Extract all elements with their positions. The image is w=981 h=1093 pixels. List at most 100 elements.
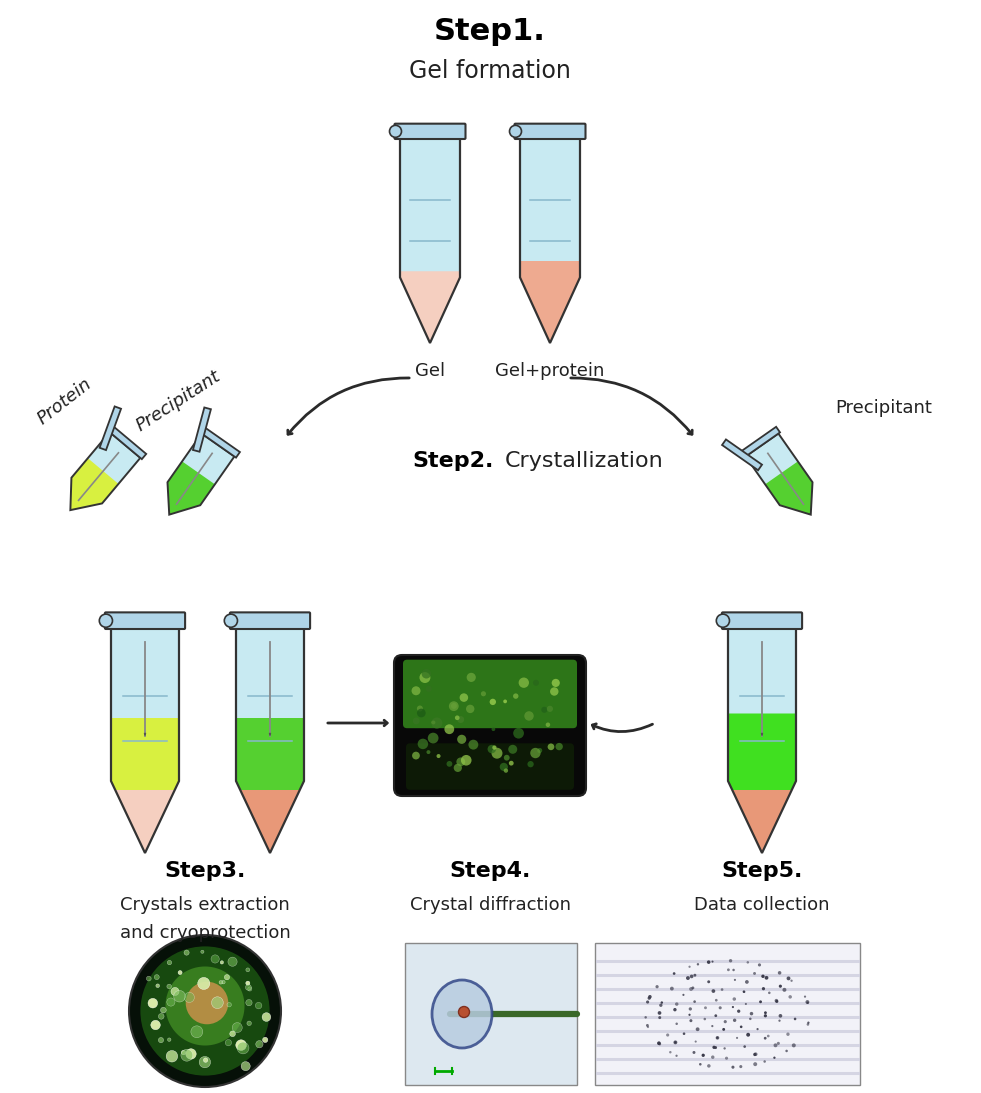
- Circle shape: [418, 739, 428, 749]
- Circle shape: [256, 1041, 263, 1048]
- Circle shape: [655, 985, 658, 988]
- Circle shape: [490, 698, 496, 705]
- Polygon shape: [240, 790, 300, 853]
- Circle shape: [167, 998, 175, 1007]
- FancyBboxPatch shape: [514, 124, 586, 139]
- Polygon shape: [765, 461, 812, 515]
- Circle shape: [509, 761, 514, 765]
- Circle shape: [764, 1014, 767, 1018]
- Polygon shape: [168, 434, 234, 515]
- Circle shape: [437, 754, 440, 759]
- Circle shape: [509, 126, 522, 138]
- Circle shape: [753, 972, 756, 975]
- Circle shape: [449, 702, 459, 712]
- Circle shape: [725, 1057, 728, 1060]
- Circle shape: [779, 1014, 782, 1018]
- Circle shape: [491, 748, 502, 759]
- Circle shape: [167, 961, 172, 965]
- Circle shape: [417, 705, 423, 712]
- Circle shape: [508, 744, 517, 754]
- Circle shape: [219, 980, 223, 984]
- Text: Precipitant: Precipitant: [132, 367, 224, 435]
- Circle shape: [675, 1055, 678, 1057]
- Circle shape: [659, 1003, 662, 1007]
- Circle shape: [551, 679, 560, 687]
- Circle shape: [689, 987, 693, 991]
- Circle shape: [712, 1046, 716, 1049]
- Circle shape: [420, 672, 431, 683]
- FancyBboxPatch shape: [230, 612, 310, 628]
- Polygon shape: [193, 408, 211, 451]
- Circle shape: [531, 748, 541, 759]
- Circle shape: [774, 1044, 778, 1047]
- Circle shape: [761, 975, 764, 978]
- Circle shape: [225, 614, 237, 627]
- Circle shape: [745, 980, 749, 984]
- Polygon shape: [168, 461, 215, 515]
- Circle shape: [727, 968, 730, 972]
- Circle shape: [670, 987, 674, 990]
- FancyBboxPatch shape: [394, 655, 586, 796]
- Circle shape: [733, 1019, 737, 1022]
- Circle shape: [226, 1039, 232, 1046]
- Circle shape: [519, 678, 529, 687]
- Circle shape: [673, 1041, 677, 1044]
- Circle shape: [778, 971, 782, 975]
- Circle shape: [733, 997, 736, 1001]
- Polygon shape: [520, 138, 580, 343]
- Polygon shape: [520, 261, 580, 343]
- Circle shape: [703, 1018, 706, 1021]
- Circle shape: [645, 1024, 648, 1026]
- Circle shape: [732, 1006, 734, 1008]
- Circle shape: [499, 763, 508, 771]
- Circle shape: [767, 1035, 770, 1037]
- Circle shape: [158, 1037, 164, 1043]
- Circle shape: [538, 748, 542, 753]
- Polygon shape: [100, 407, 121, 450]
- Circle shape: [673, 1008, 677, 1011]
- Circle shape: [694, 1000, 696, 1003]
- Circle shape: [744, 1045, 746, 1048]
- Circle shape: [191, 1026, 203, 1037]
- Circle shape: [146, 976, 151, 982]
- Circle shape: [247, 987, 252, 991]
- Circle shape: [646, 1000, 649, 1003]
- Circle shape: [154, 975, 159, 979]
- Circle shape: [779, 985, 782, 988]
- Circle shape: [457, 734, 466, 744]
- Circle shape: [747, 1033, 750, 1036]
- Polygon shape: [236, 628, 304, 853]
- Circle shape: [524, 712, 534, 720]
- Circle shape: [546, 706, 553, 712]
- Circle shape: [185, 982, 229, 1024]
- Circle shape: [714, 1014, 717, 1018]
- Circle shape: [426, 685, 432, 692]
- Text: Crystallization: Crystallization: [505, 451, 664, 471]
- Circle shape: [245, 985, 251, 990]
- Circle shape: [198, 977, 210, 989]
- Text: Step3.: Step3.: [164, 861, 245, 881]
- Circle shape: [787, 976, 791, 980]
- Circle shape: [791, 979, 793, 982]
- Polygon shape: [728, 628, 796, 853]
- Circle shape: [803, 996, 806, 998]
- Circle shape: [676, 1023, 678, 1025]
- Circle shape: [504, 755, 510, 761]
- Circle shape: [701, 1054, 705, 1057]
- Circle shape: [707, 1065, 710, 1068]
- Circle shape: [792, 1044, 796, 1047]
- Circle shape: [704, 1007, 707, 1009]
- Circle shape: [719, 1007, 722, 1009]
- Circle shape: [786, 1033, 790, 1036]
- Circle shape: [432, 720, 436, 725]
- Text: Gel formation: Gel formation: [409, 59, 571, 83]
- Circle shape: [783, 988, 787, 991]
- Circle shape: [763, 1060, 766, 1062]
- Circle shape: [199, 1057, 211, 1068]
- Circle shape: [690, 1019, 693, 1022]
- Circle shape: [716, 614, 730, 627]
- Text: Gel: Gel: [415, 362, 445, 380]
- Circle shape: [99, 614, 113, 627]
- Circle shape: [648, 995, 651, 999]
- Circle shape: [658, 1016, 661, 1019]
